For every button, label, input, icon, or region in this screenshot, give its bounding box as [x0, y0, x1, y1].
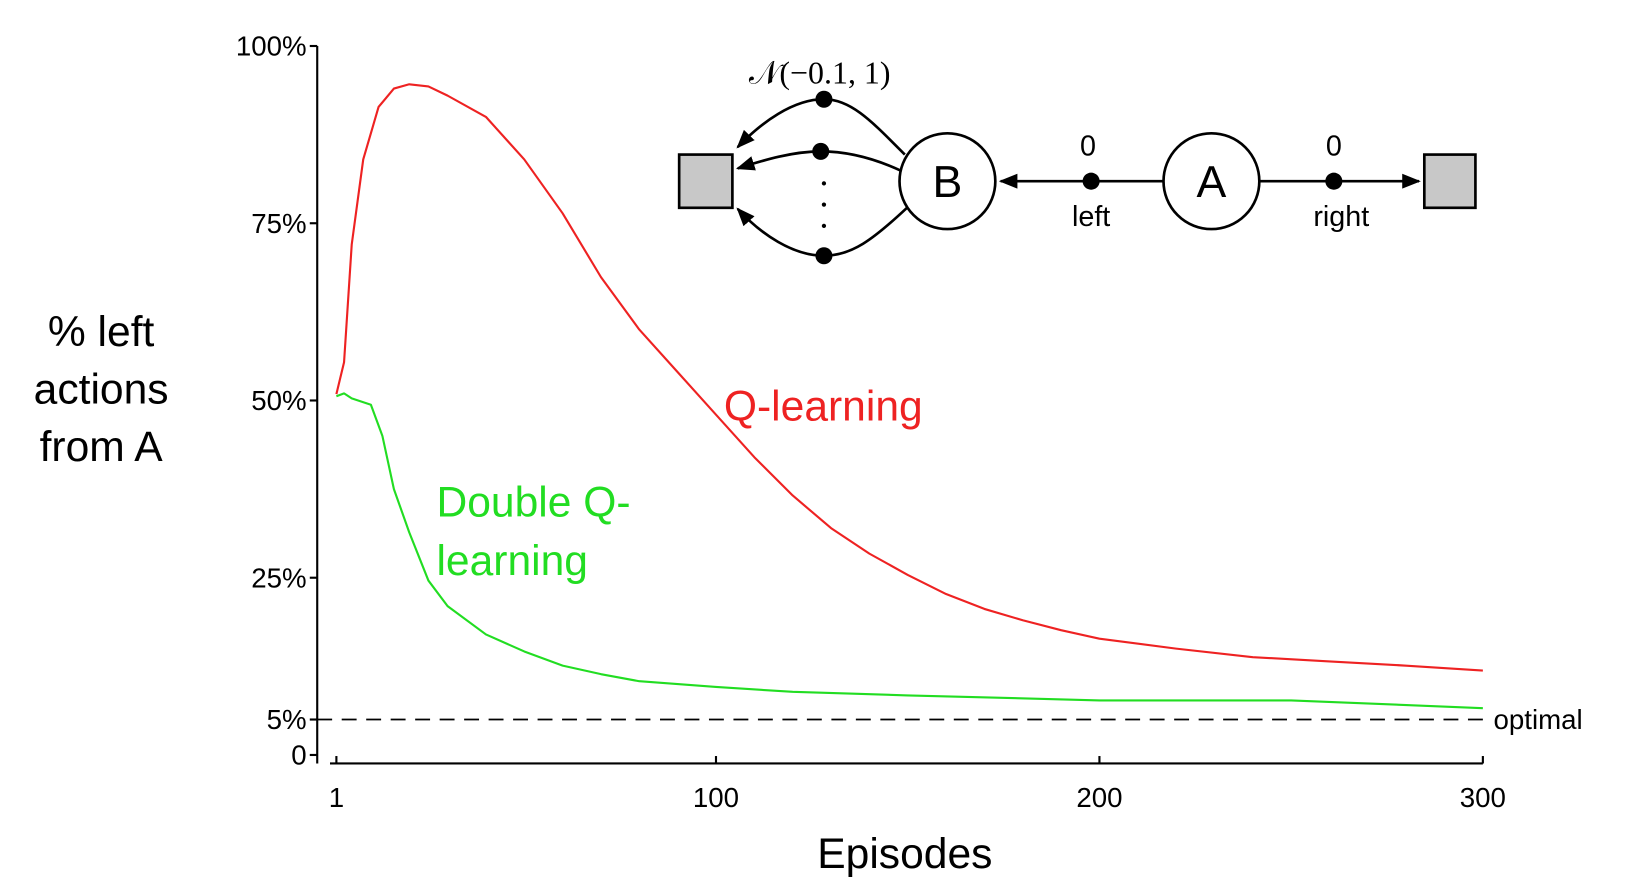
- dot: [1082, 172, 1100, 190]
- series-label-box: Q-learning: [723, 383, 923, 431]
- reference-label: optimal: [1494, 704, 1583, 735]
- y-axis-label: % left actions from A: [33, 308, 169, 471]
- dot: [812, 142, 830, 160]
- y-tick-label: 50%: [251, 385, 306, 416]
- inset-label: 0: [1326, 131, 1342, 163]
- series-line: [336, 392, 1483, 710]
- inset-label: 𝒩(−0.1, 1): [749, 55, 891, 90]
- y-tick-label: 75%: [251, 208, 306, 239]
- dot: [815, 90, 833, 108]
- dot: [821, 181, 827, 186]
- series-label: Double Q-learning: [436, 479, 631, 585]
- dot: [821, 202, 827, 207]
- y-axis-label-box: % left actions from A: [33, 308, 169, 471]
- y-tick-label: 25%: [251, 562, 306, 593]
- series-label-box: Double Q-learning: [436, 479, 631, 585]
- x-tick-label: 1: [329, 782, 344, 813]
- node: [898, 131, 997, 231]
- node-label: B: [933, 158, 963, 207]
- inset-label: right: [1313, 201, 1369, 233]
- dot: [815, 247, 833, 265]
- x-tick-label: 100: [693, 782, 739, 813]
- y-tick-label: 100%: [236, 31, 307, 62]
- x-tick-label: 200: [1076, 782, 1122, 813]
- x-tick-label: 300: [1460, 782, 1506, 813]
- node: [1162, 131, 1261, 231]
- series-line: [335, 83, 1483, 672]
- terminal-right: [1422, 153, 1477, 210]
- x-axis-label: Episodes: [817, 830, 992, 878]
- node-label: A: [1197, 158, 1227, 207]
- dot: [1325, 172, 1343, 190]
- inset-label: left: [1072, 201, 1110, 233]
- inset-diagram: [677, 90, 1477, 265]
- series-label: Q-learning: [723, 383, 923, 431]
- y-tick-label: 5%: [267, 704, 307, 735]
- dot: [821, 223, 827, 229]
- terminal-left: [677, 153, 734, 210]
- y-tick-label: 0: [291, 740, 306, 771]
- inset-label: 0: [1080, 131, 1096, 163]
